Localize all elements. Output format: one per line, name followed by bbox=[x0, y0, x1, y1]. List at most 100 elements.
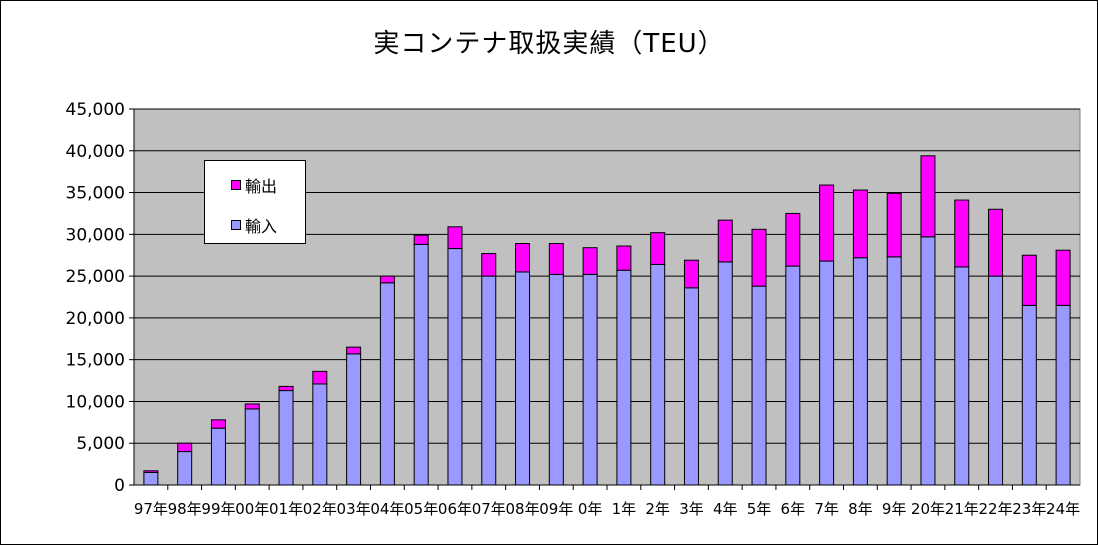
bar-import bbox=[582, 273, 598, 486]
bar-import bbox=[1021, 304, 1037, 486]
x-tick-label: 01年 bbox=[269, 500, 303, 518]
x-tick-label: 02年 bbox=[303, 500, 337, 518]
x-tick-label: 05年 bbox=[404, 500, 438, 518]
y-tick-label: 10,000 bbox=[66, 392, 125, 412]
bar-export bbox=[548, 243, 564, 275]
bar-import bbox=[244, 408, 260, 486]
bar-import bbox=[650, 263, 666, 486]
x-tick-label: 09年 bbox=[539, 500, 573, 518]
bar-import bbox=[1055, 304, 1071, 486]
y-tick-label: 20,000 bbox=[66, 309, 125, 329]
bar-import bbox=[143, 471, 159, 486]
bar-export bbox=[447, 226, 463, 250]
x-tick-label: 23年 bbox=[1012, 500, 1046, 518]
y-tick-label: 30,000 bbox=[66, 225, 125, 245]
x-tick-label: 98年 bbox=[168, 500, 202, 518]
x-tick-label: 00年 bbox=[235, 500, 269, 518]
bar-export bbox=[852, 189, 868, 259]
bar-export bbox=[346, 346, 362, 355]
bar-import bbox=[177, 451, 193, 486]
legend-label-import: 輸入 bbox=[245, 217, 278, 236]
x-tick-label: 24年 bbox=[1046, 500, 1080, 518]
x-tick-label: 8年 bbox=[848, 500, 873, 518]
y-tick-label: 35,000 bbox=[66, 184, 125, 204]
x-tick-label: 2年 bbox=[645, 500, 670, 518]
bar-import bbox=[920, 236, 936, 486]
bar-import bbox=[515, 271, 531, 486]
bar-export bbox=[515, 243, 531, 273]
legend-item-import: 輸入 bbox=[231, 215, 278, 236]
x-tick-label: 06年 bbox=[438, 500, 472, 518]
bar-export bbox=[717, 219, 733, 263]
x-tick-label: 21年 bbox=[945, 500, 979, 518]
bar-export bbox=[785, 212, 801, 267]
bar-import bbox=[413, 243, 429, 486]
x-tick-label: 22年 bbox=[978, 500, 1012, 518]
legend-swatch-import bbox=[231, 220, 241, 230]
bar-export bbox=[1055, 249, 1071, 306]
x-tick-label: 7年 bbox=[814, 500, 839, 518]
y-tick-label: 25,000 bbox=[66, 267, 125, 287]
x-tick-label: 99年 bbox=[201, 500, 235, 518]
bar-export bbox=[177, 442, 193, 453]
bar-import bbox=[886, 256, 902, 486]
bar-import bbox=[346, 353, 362, 486]
x-tick-label: 1年 bbox=[612, 500, 637, 518]
bar-export bbox=[413, 234, 429, 245]
bar-export bbox=[886, 192, 902, 258]
bar-export bbox=[920, 155, 936, 238]
x-tick-label: 3年 bbox=[679, 500, 704, 518]
x-tick-label: 5年 bbox=[747, 500, 772, 518]
bar-import bbox=[447, 248, 463, 486]
bar-export bbox=[683, 259, 699, 289]
bar-import bbox=[548, 273, 564, 486]
y-tick-label: 45,000 bbox=[66, 100, 125, 120]
bar-export bbox=[210, 419, 226, 429]
bar-import bbox=[852, 257, 868, 486]
bar-export bbox=[379, 275, 395, 284]
legend-item-export: 輸出 bbox=[231, 175, 278, 196]
bar-import bbox=[717, 261, 733, 486]
bar-export bbox=[988, 208, 1004, 277]
bar-export bbox=[312, 370, 328, 385]
bar-import bbox=[819, 260, 835, 486]
bar-import bbox=[210, 427, 226, 486]
bar-export bbox=[582, 247, 598, 275]
x-tick-label: 0年 bbox=[578, 500, 603, 518]
chart-title: 実コンテナ取扱実績（TEU） bbox=[373, 29, 725, 59]
legend-swatch-export bbox=[231, 180, 241, 190]
x-tick-label: 9年 bbox=[882, 500, 907, 518]
bar-import bbox=[278, 390, 294, 486]
bar-export bbox=[819, 184, 835, 262]
bar-import bbox=[481, 275, 497, 486]
x-tick-label: 20年 bbox=[911, 500, 945, 518]
y-tick-label: 15,000 bbox=[66, 351, 125, 371]
legend-label-export: 輸出 bbox=[245, 177, 278, 196]
x-tick-label: 4年 bbox=[713, 500, 738, 518]
bar-import bbox=[379, 282, 395, 486]
bar-import bbox=[751, 285, 767, 486]
bar-import bbox=[988, 275, 1004, 486]
bar-import bbox=[785, 265, 801, 486]
bar-export bbox=[954, 199, 970, 268]
bar-export bbox=[751, 228, 767, 287]
bar-import bbox=[312, 383, 328, 486]
bar-import bbox=[616, 269, 632, 486]
y-tick-label: 40,000 bbox=[66, 142, 125, 162]
x-tick-label: 03年 bbox=[337, 500, 371, 518]
bar-export bbox=[244, 403, 260, 410]
bar-export bbox=[1021, 254, 1037, 306]
bar-export bbox=[616, 245, 632, 271]
x-tick-label: 07年 bbox=[472, 500, 506, 518]
y-tick-label: 0 bbox=[114, 476, 125, 496]
x-tick-label: 04年 bbox=[370, 500, 404, 518]
bar-export bbox=[650, 232, 666, 265]
y-tick-label: 5,000 bbox=[76, 434, 125, 454]
bar-import bbox=[683, 287, 699, 486]
bar-export bbox=[481, 253, 497, 277]
bar-export bbox=[143, 470, 159, 473]
x-tick-label: 97年 bbox=[134, 500, 168, 518]
bar-import bbox=[954, 266, 970, 486]
